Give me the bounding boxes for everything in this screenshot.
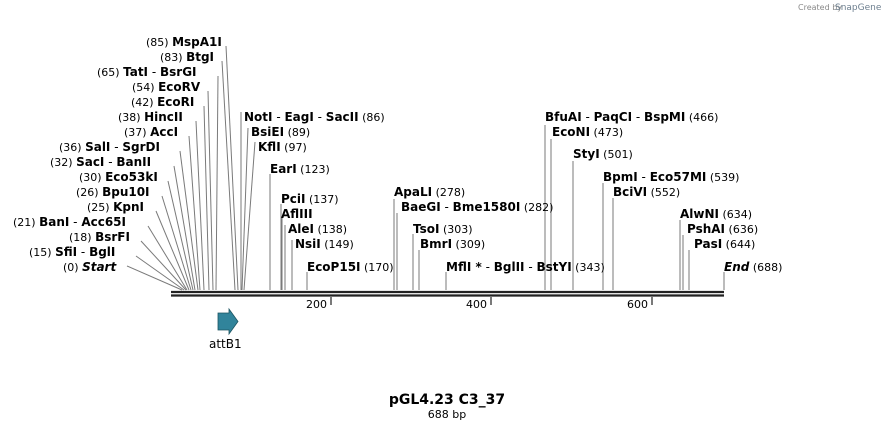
restriction-site-label[interactable]: (18) BsrFI	[69, 230, 130, 244]
site-connector-line	[161, 195, 192, 291]
restriction-site-label[interactable]: (65) TatI - BsrGI	[97, 65, 197, 79]
restriction-site-label[interactable]: EcoP15I (170)	[307, 260, 394, 274]
site-connector-line	[215, 75, 219, 291]
restriction-site-label[interactable]: (15) SfiI - BglI	[29, 245, 115, 259]
restriction-site-label[interactable]: (83) BtgI	[160, 50, 214, 64]
site-connector-line	[155, 210, 190, 291]
restriction-site-label[interactable]: BmrI (309)	[420, 237, 485, 251]
restriction-site-label[interactable]: (42) EcoRI	[131, 95, 194, 109]
site-connector-line	[221, 60, 236, 291]
site-connector-line	[241, 127, 249, 291]
restriction-site-label[interactable]: PciI (137)	[281, 192, 339, 206]
restriction-site-label[interactable]: AflIII	[281, 207, 313, 221]
feature-label: attB1	[209, 337, 242, 351]
site-connector-line	[126, 265, 183, 291]
site-connector-line	[147, 225, 188, 291]
restriction-site-label[interactable]: (0) Start	[63, 260, 117, 274]
ruler-tick-label: 200	[306, 298, 327, 311]
site-connector-line	[195, 120, 205, 291]
credit-text: Created by	[798, 3, 842, 12]
plasmid-title: pGL4.23 C3_37	[389, 392, 505, 408]
restriction-site-label[interactable]: PasI (644)	[694, 237, 755, 251]
restriction-site-label[interactable]: (26) Bpu10I	[76, 185, 150, 199]
feature-arrow	[217, 307, 239, 336]
restriction-site-label[interactable]: AlwNI (634)	[680, 207, 752, 221]
site-connector-line	[188, 135, 201, 291]
restriction-site-label[interactable]: PshAI (636)	[687, 222, 758, 236]
restriction-site-label[interactable]: (21) BanI - Acc65I	[13, 215, 126, 229]
restriction-site-label[interactable]: (25) KpnI	[87, 200, 144, 214]
site-connector-line	[135, 255, 185, 291]
restriction-site-label[interactable]: BpmI - Eco57MI (539)	[603, 170, 739, 184]
feature-attb1[interactable]: attB1	[209, 307, 242, 351]
snapgene-logo: SnapGene	[835, 3, 882, 13]
site-connector-line	[140, 240, 187, 291]
site-connector-line	[203, 105, 210, 291]
site-connector-line	[243, 141, 256, 291]
sequence-backbone	[171, 290, 724, 297]
restriction-site-label[interactable]: BsiEI (89)	[251, 125, 310, 139]
restriction-site-label[interactable]: NsiI (149)	[295, 237, 354, 251]
restriction-site-label[interactable]: BfuAI - PaqCI - BspMI (466)	[545, 110, 718, 124]
restriction-site-label[interactable]: StyI (501)	[573, 147, 633, 161]
restriction-site-label[interactable]: (54) EcoRV	[132, 80, 201, 94]
restriction-site-label[interactable]: (37) AccI	[124, 125, 178, 139]
restriction-site-label[interactable]: ApaLI (278)	[394, 185, 465, 199]
site-connector-line	[207, 90, 214, 291]
site-connector-line	[167, 180, 194, 291]
restriction-site-label[interactable]: MflI * - BglII - BstYI (343)	[446, 260, 605, 274]
restriction-site-label[interactable]: AleI (138)	[288, 222, 347, 236]
restriction-site-label[interactable]: NotI - EagI - SacII (86)	[244, 110, 385, 124]
restriction-site-label[interactable]: BciVI (552)	[613, 185, 680, 199]
restriction-site-label[interactable]: EcoNI (473)	[552, 125, 623, 139]
restriction-site-label[interactable]: BaeGI - Bme1580I (282)	[401, 200, 553, 214]
plasmid-length: 688 bp	[428, 408, 466, 421]
restriction-site-label[interactable]: (36) SalI - SgrDI	[59, 140, 160, 154]
restriction-site-label[interactable]: End (688)	[724, 260, 782, 274]
restriction-site-label[interactable]: (30) Eco53kI	[79, 170, 158, 184]
ruler: 200 400 600	[306, 297, 653, 311]
ruler-tick-label: 400	[466, 298, 487, 311]
site-connector-line	[225, 45, 239, 291]
restriction-site-label[interactable]: KflI (97)	[258, 140, 307, 154]
site-connector-line	[179, 150, 199, 291]
site-connector-line	[173, 165, 196, 291]
restriction-site-label[interactable]: EarI (123)	[270, 162, 330, 176]
restriction-site-label[interactable]: (85) MspA1I	[146, 35, 222, 49]
restriction-site-label[interactable]: (32) SacI - BanII	[50, 155, 151, 169]
restriction-site-label[interactable]: TsoI (303)	[413, 222, 473, 236]
ruler-tick-label: 600	[627, 298, 648, 311]
restriction-site-label[interactable]: (38) HincII	[118, 110, 183, 124]
